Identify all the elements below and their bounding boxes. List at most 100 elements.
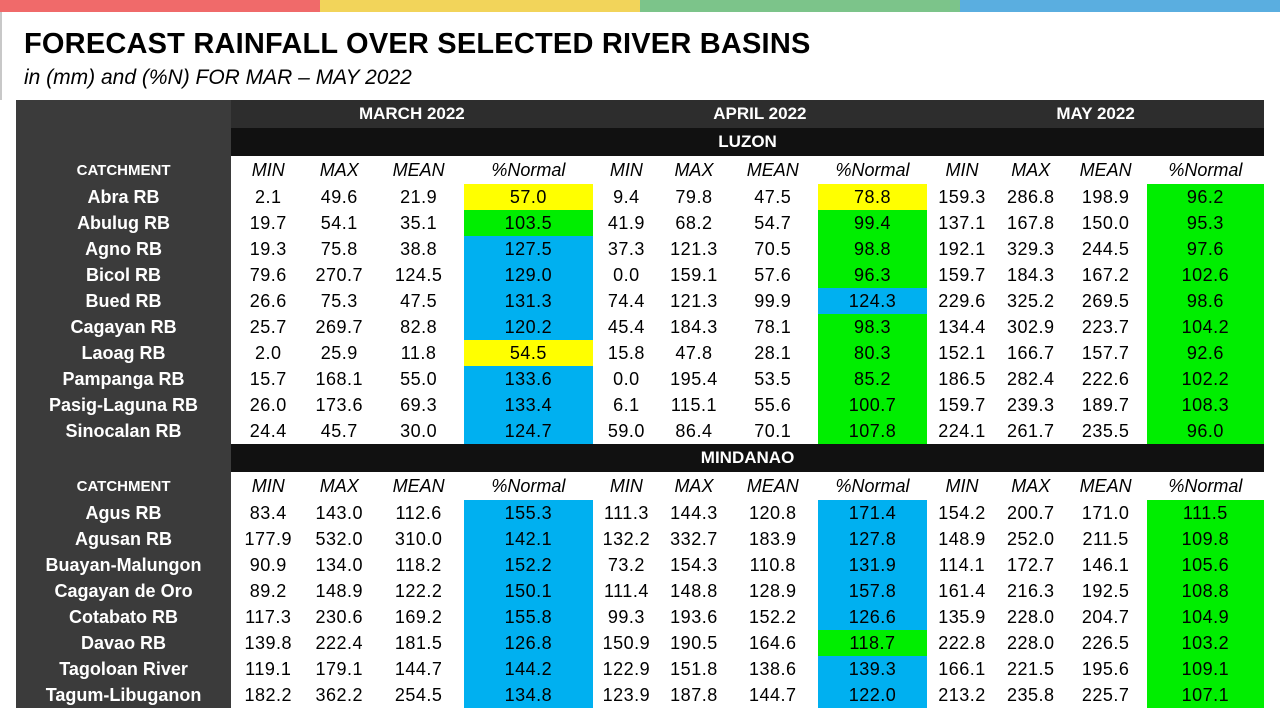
min-cell: 222.8 bbox=[927, 630, 997, 656]
min-cell: 132.2 bbox=[592, 526, 661, 552]
mean-cell: 55.0 bbox=[373, 366, 465, 392]
percent-normal-cell: 157.8 bbox=[817, 578, 928, 604]
min-cell: 99.3 bbox=[592, 604, 661, 630]
min-cell: 119.1 bbox=[231, 656, 306, 682]
percent-normal-cell: 57.0 bbox=[464, 184, 593, 210]
min-cell: 135.9 bbox=[927, 604, 997, 630]
percent-normal-cell: 155.8 bbox=[464, 604, 593, 630]
region-row: CATCHMENT MINDANAO bbox=[16, 444, 1264, 500]
min-cell: 73.2 bbox=[592, 552, 661, 578]
catchment-name: Pampanga RB bbox=[16, 366, 232, 392]
min-cell: 159.3 bbox=[927, 184, 997, 210]
catchment-name: Agus RB bbox=[16, 500, 232, 526]
mean-cell: 226.5 bbox=[1064, 630, 1147, 656]
percent-normal-cell: 107.1 bbox=[1146, 682, 1264, 708]
percent-normal-cell: 122.0 bbox=[817, 682, 928, 708]
subcolumn-header: MAX bbox=[305, 472, 373, 500]
catchment-name: Agusan RB bbox=[16, 526, 232, 552]
min-cell: 159.7 bbox=[927, 392, 997, 418]
mean-cell: 78.1 bbox=[727, 314, 818, 340]
max-cell: 47.8 bbox=[660, 340, 728, 366]
percent-normal-cell: 133.6 bbox=[464, 366, 593, 392]
mean-cell: 157.7 bbox=[1064, 340, 1147, 366]
max-cell: 269.7 bbox=[305, 314, 373, 340]
min-cell: 41.9 bbox=[592, 210, 661, 236]
max-cell: 144.3 bbox=[660, 500, 728, 526]
min-cell: 79.6 bbox=[231, 262, 306, 288]
catchment-name: Cotabato RB bbox=[16, 604, 232, 630]
mean-cell: 167.2 bbox=[1064, 262, 1147, 288]
min-cell: 9.4 bbox=[592, 184, 661, 210]
min-cell: 213.2 bbox=[927, 682, 997, 708]
catchment-name: Davao RB bbox=[16, 630, 232, 656]
rainfall-forecast-table: CATCHMENT MARCH 2022 APRIL 2022 MAY 2022 LUZ… bbox=[16, 100, 1264, 708]
min-cell: 182.2 bbox=[231, 682, 306, 708]
catchment-name: Abulug RB bbox=[16, 210, 232, 236]
max-cell: 167.8 bbox=[996, 210, 1065, 236]
percent-normal-cell: 98.8 bbox=[817, 236, 928, 262]
percent-normal-cell: 131.3 bbox=[464, 288, 593, 314]
subcolumn-header: MEAN bbox=[727, 156, 818, 184]
top-bar-segment-blue bbox=[960, 0, 1280, 12]
subcolumn-header: %Normal bbox=[464, 156, 593, 184]
min-cell: 137.1 bbox=[927, 210, 997, 236]
region-header: LUZON bbox=[231, 128, 1264, 156]
max-cell: 148.8 bbox=[660, 578, 728, 604]
min-cell: 229.6 bbox=[927, 288, 997, 314]
min-cell: 111.3 bbox=[592, 500, 661, 526]
percent-normal-cell: 127.5 bbox=[464, 236, 593, 262]
mean-cell: 70.1 bbox=[727, 418, 818, 444]
percent-normal-cell: 124.3 bbox=[817, 288, 928, 314]
catchment-name: Cagayan de Oro bbox=[16, 578, 232, 604]
subcolumn-header: MAX bbox=[996, 472, 1065, 500]
mean-cell: 144.7 bbox=[727, 682, 818, 708]
catchment-name: Bicol RB bbox=[16, 262, 232, 288]
max-cell: 195.4 bbox=[660, 366, 728, 392]
min-cell: 139.8 bbox=[231, 630, 306, 656]
table-row: Abulug RB 19.7 54.1 35.1 103.5 41.9 68.2 54.7 99… bbox=[16, 210, 1264, 236]
subcolumn-header: MEAN bbox=[1064, 472, 1147, 500]
max-cell: 143.0 bbox=[305, 500, 373, 526]
mean-cell: 223.7 bbox=[1064, 314, 1147, 340]
min-cell: 134.4 bbox=[927, 314, 997, 340]
min-cell: 192.1 bbox=[927, 236, 997, 262]
max-cell: 332.7 bbox=[660, 526, 728, 552]
mean-cell: 69.3 bbox=[373, 392, 465, 418]
mean-cell: 47.5 bbox=[727, 184, 818, 210]
mean-cell: 198.9 bbox=[1064, 184, 1147, 210]
min-cell: 15.7 bbox=[231, 366, 306, 392]
max-cell: 134.0 bbox=[305, 552, 373, 578]
max-cell: 222.4 bbox=[305, 630, 373, 656]
min-cell: 177.9 bbox=[231, 526, 306, 552]
mean-cell: 244.5 bbox=[1064, 236, 1147, 262]
max-cell: 173.6 bbox=[305, 392, 373, 418]
subcolumn-header: %Normal bbox=[817, 472, 928, 500]
left-accent-line bbox=[0, 12, 2, 100]
catchment-column-label: CATCHMENT bbox=[76, 478, 171, 495]
catchment-name: Tagoloan River bbox=[16, 656, 232, 682]
min-cell: 2.1 bbox=[231, 184, 306, 210]
subcolumn-header: MIN bbox=[592, 472, 661, 500]
mean-cell: 235.5 bbox=[1064, 418, 1147, 444]
mean-cell: 11.8 bbox=[373, 340, 465, 366]
min-cell: 186.5 bbox=[927, 366, 997, 392]
min-cell: 2.0 bbox=[231, 340, 306, 366]
page-subtitle: in (mm) and (%N) FOR MAR – MAY 2022 bbox=[24, 66, 412, 89]
max-cell: 54.1 bbox=[305, 210, 373, 236]
min-cell: 161.4 bbox=[927, 578, 997, 604]
mean-cell: 146.1 bbox=[1064, 552, 1147, 578]
table-row: Tagoloan River 119.1 179.1 144.7 144.2 122.9 1… bbox=[16, 656, 1264, 682]
max-cell: 79.8 bbox=[660, 184, 728, 210]
subcolumn-header: %Normal bbox=[464, 472, 593, 500]
min-cell: 37.3 bbox=[592, 236, 661, 262]
max-cell: 216.3 bbox=[996, 578, 1065, 604]
max-cell: 68.2 bbox=[660, 210, 728, 236]
max-cell: 362.2 bbox=[305, 682, 373, 708]
catchment-name: Abra RB bbox=[16, 184, 232, 210]
percent-normal-cell: 85.2 bbox=[817, 366, 928, 392]
percent-normal-cell: 80.3 bbox=[817, 340, 928, 366]
max-cell: 235.8 bbox=[996, 682, 1065, 708]
mean-cell: 183.9 bbox=[727, 526, 818, 552]
table-row: Tagum-Libuganon 182.2 362.2 254.5 134.8 123.9… bbox=[16, 682, 1264, 708]
percent-normal-cell: 142.1 bbox=[464, 526, 593, 552]
